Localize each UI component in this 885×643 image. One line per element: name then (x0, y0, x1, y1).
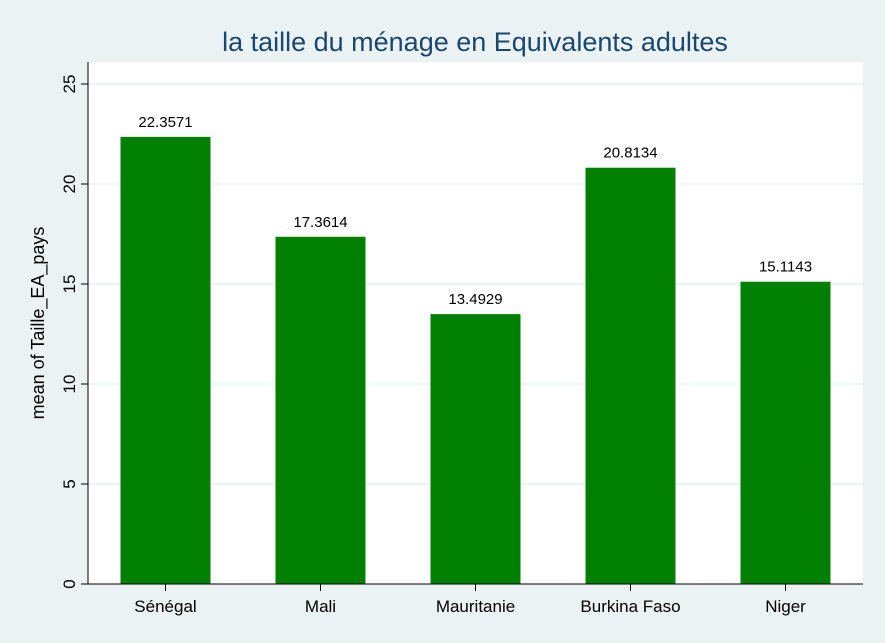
chart-title: la taille du ménage en Equivalents adult… (222, 27, 728, 57)
y-tick-label: 25 (60, 75, 79, 94)
bars (120, 136, 831, 584)
bar (585, 167, 676, 584)
bar (430, 314, 521, 584)
x-tick-label: Mali (305, 597, 336, 616)
data-label: 22.3571 (138, 114, 192, 131)
data-label: 13.4929 (448, 291, 502, 308)
bar (275, 236, 366, 584)
y-tick-label: 15 (60, 275, 79, 294)
x-tick-label: Burkina Faso (580, 597, 680, 616)
data-labels: 22.3571 17.3614 13.4929 20.8134 15.1143 (138, 114, 812, 308)
bar (120, 136, 211, 584)
y-ticks: 0 5 10 15 20 25 (60, 75, 88, 589)
bar (740, 281, 831, 584)
data-label: 15.1143 (759, 259, 812, 276)
y-tick-label: 0 (60, 579, 79, 588)
y-tick-label: 20 (60, 175, 79, 194)
x-tick-label: Mauritanie (436, 597, 515, 616)
y-axis-label: mean of Taille_EA_pays (28, 227, 49, 420)
x-ticks: Sénégal Mali Mauritanie Burkina Faso Niger (134, 584, 806, 616)
y-tick-label: 10 (60, 375, 79, 394)
data-label: 17.3614 (293, 214, 347, 231)
x-tick-label: Niger (765, 597, 806, 616)
x-tick-label: Sénégal (134, 597, 196, 616)
data-label: 20.8134 (603, 145, 657, 162)
y-tick-label: 5 (60, 479, 79, 488)
